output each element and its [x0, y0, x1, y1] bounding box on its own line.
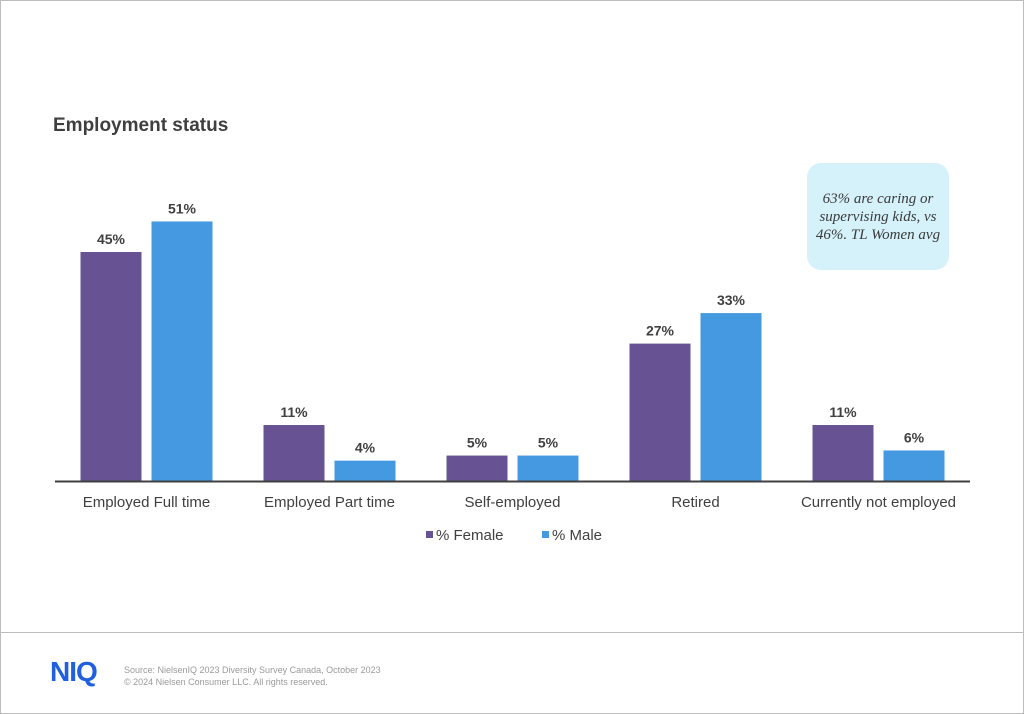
niq-logo: NIQ [50, 656, 98, 687]
data-label: 11% [280, 404, 308, 420]
footer-divider [1, 632, 1023, 633]
data-label: 6% [904, 429, 925, 445]
data-label: 51% [168, 200, 197, 216]
data-label: 5% [467, 435, 488, 451]
chart-title: Employment status [53, 115, 229, 136]
legend-label: % Female [436, 527, 504, 544]
bar-female [812, 425, 874, 481]
callout-box: 63% are caring or supervising kids, vs 4… [807, 163, 949, 270]
source-note: Source: NielsenIQ 2023 Diversity Survey … [124, 664, 381, 688]
legend-label: % Male [552, 527, 602, 544]
bar-male [883, 450, 945, 481]
bar-male [151, 221, 213, 481]
data-label: 4% [355, 440, 376, 456]
category-label: Self-employed [465, 494, 561, 511]
category-label: Currently not employed [801, 494, 956, 511]
bar-male [700, 313, 762, 481]
data-label: 11% [829, 404, 857, 420]
bar-female [263, 425, 325, 481]
category-label: Employed Part time [264, 494, 395, 511]
bar-chart: 45% 51% Employed Full time 11% 4% Employed Pa… [55, 200, 970, 544]
bar-male [517, 455, 579, 481]
bar-female [446, 455, 508, 481]
data-label: 5% [538, 435, 559, 451]
bar-male [334, 460, 396, 481]
source-text: Source: NielsenIQ 2023 Diversity Survey … [124, 665, 381, 675]
data-label: 33% [717, 292, 746, 308]
callout-text: 63% are caring or supervising kids, vs 4… [815, 190, 941, 243]
legend-swatch [426, 531, 433, 538]
copyright-text: © 2024 Nielsen Consumer LLC. All rights … [124, 677, 328, 687]
data-label: 45% [97, 231, 126, 247]
data-label: 27% [646, 323, 675, 339]
bar-female [629, 343, 691, 481]
category-label: Employed Full time [83, 494, 211, 511]
legend-swatch [542, 531, 549, 538]
bar-female [80, 252, 142, 481]
category-label: Retired [671, 494, 719, 511]
